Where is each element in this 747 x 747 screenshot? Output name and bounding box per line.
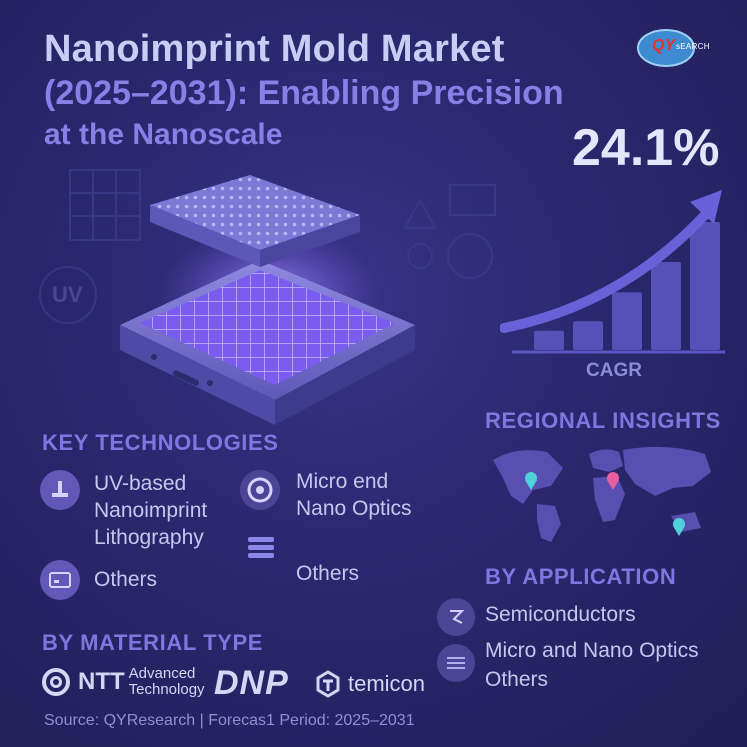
tech-item-others-1: Others — [94, 568, 158, 591]
by-application-heading: BY APPLICATION — [485, 564, 677, 589]
logo-text: sEARCH — [676, 42, 710, 51]
tech-item-micro-nano-optics: Micro end Nano Optics — [296, 470, 412, 520]
growth-bar — [690, 222, 720, 350]
title-line-3: at the Nanoscale — [44, 118, 283, 151]
title-line-2: (2025–2031): Enabling Precision — [44, 74, 564, 112]
lens-icon — [240, 470, 280, 510]
card-icon — [40, 560, 80, 600]
map-pin-icon — [607, 472, 619, 490]
ntt-sub-1: Advanced — [128, 665, 196, 682]
logo-mark: QY — [652, 37, 676, 54]
by-material-type-heading: BY MATERIAL TYPE — [42, 630, 264, 655]
growth-chart — [500, 190, 725, 354]
temicon-logo: temicon — [314, 670, 425, 698]
ntt-advanced-technology-logo: NTT Advanced Technology — [42, 666, 205, 698]
temicon-name: temicon — [348, 671, 426, 696]
title-line-1: Nanoimprint Mold Market — [44, 28, 505, 70]
cagr-value: 24.1% — [572, 119, 720, 177]
growth-arrow — [500, 210, 710, 333]
map-pin-icon — [673, 518, 685, 536]
key-technologies-heading: KEY TECHNOLOGIES — [42, 430, 279, 455]
app-item-others: Others — [485, 668, 549, 691]
app-item-micro-nano-optics: Micro and Nano Optics — [485, 639, 699, 662]
optics-icon — [437, 644, 475, 682]
qyresearch-logo: QY sEARCH — [636, 28, 726, 68]
temicon-mark-icon — [316, 670, 340, 698]
tech-item-uv-nil: UV-based Nanoimprint Lithography — [94, 472, 208, 549]
chip-icon — [437, 598, 475, 636]
stack-icon — [246, 534, 276, 567]
globe-icon — [637, 29, 695, 67]
growth-bar — [651, 262, 681, 350]
svg-text:UV: UV — [52, 282, 83, 307]
ntt-logo-mark — [42, 668, 70, 696]
growth-bar — [612, 292, 642, 350]
arrow-head-icon — [690, 190, 722, 224]
map-pin-icon — [525, 472, 537, 490]
dnp-logo: DNP — [214, 664, 289, 702]
app-item-semiconductors: Semiconductors — [485, 603, 636, 626]
growth-bar — [534, 330, 564, 350]
ntt-sub-2: Technology — [128, 681, 205, 698]
regional-insights-heading: REGIONAL INSIGHTS — [485, 408, 721, 433]
ntt-name: NTT — [78, 668, 125, 695]
source-note: Source: QYResearch | Forecas1 Period: 20… — [44, 712, 415, 729]
tech-item-others-2: Others — [296, 562, 360, 585]
uv-lamp-icon — [40, 470, 80, 510]
cagr-label: CAGR — [586, 360, 642, 381]
growth-bar — [573, 321, 603, 350]
world-map — [493, 446, 711, 542]
nanoimprint-mold-illustration — [120, 175, 415, 425]
